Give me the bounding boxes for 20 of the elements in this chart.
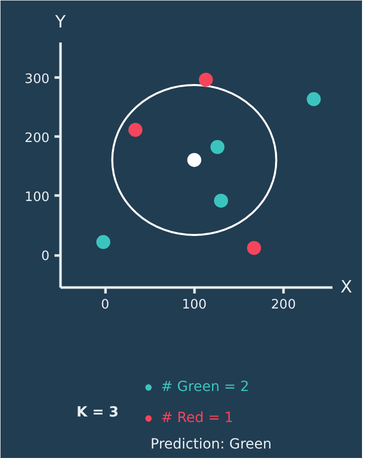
text: Prediction: Green [150,436,272,452]
point [210,140,224,154]
legend-label: # Red = 1 [161,410,234,426]
x-axis-title: X [340,278,352,298]
text: K = 3 [76,404,119,420]
legend-label: # Green = 2 [161,379,250,395]
y-axis-title: Y [54,12,66,32]
x-tick-label: 0 [100,298,110,312]
y-tick-label: 200 [24,130,50,146]
y-tick-label: 300 [24,72,50,87]
x-tick-label: 200 [271,298,296,312]
point [96,235,110,250]
point [247,240,262,255]
x-tick-label: 100 [182,298,207,312]
point [198,72,213,87]
y-tick-label: 0 [41,249,50,264]
point [306,92,321,106]
point [214,194,228,208]
y-tick-label: 100 [24,190,50,205]
point [128,122,142,137]
